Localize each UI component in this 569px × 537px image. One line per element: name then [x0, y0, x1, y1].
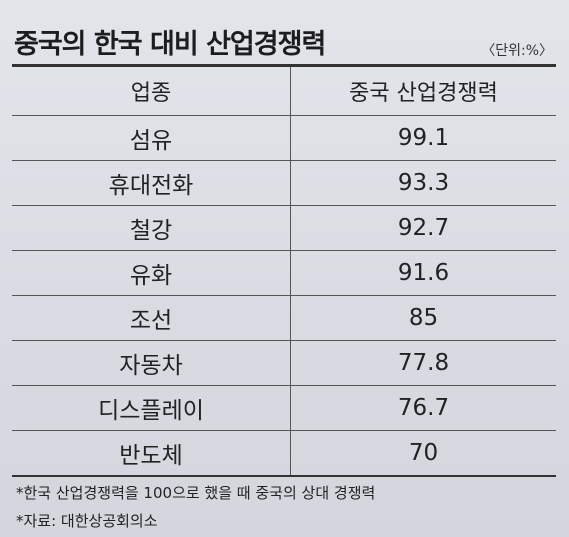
value-cell: 76.7 [290, 385, 556, 431]
table: 업종 중국 산업경쟁력 섬유 99.1 휴대전화 93.3 철강 92.7 유화 91.6 조선… [12, 67, 556, 477]
industry-cell: 철강 [12, 205, 291, 251]
table-row: 조선 85 [12, 295, 556, 341]
industry-cell: 반도체 [12, 430, 291, 477]
industry-cell: 조선 [12, 295, 291, 341]
value-cell: 93.3 [290, 160, 556, 206]
table-row: 자동차 77.8 [12, 340, 556, 386]
footnote: *한국 산업경쟁력을 100으로 했을 때 중국의 상대 경쟁력 [16, 484, 376, 502]
header-cell: 업종 [12, 67, 291, 116]
value-cell: 77.8 [290, 340, 556, 386]
header-row: 업종 중국 산업경쟁력 [12, 67, 556, 116]
value-cell: 91.6 [290, 250, 556, 296]
value-cell: 70 [290, 430, 556, 477]
table-body: 섬유 99.1 휴대전화 93.3 철강 92.7 유화 91.6 조선 85 자동차 77.8 디스플… [12, 115, 556, 477]
table-row: 섬유 99.1 [12, 115, 556, 161]
value-cell: 85 [290, 295, 556, 341]
table-row: 휴대전화 93.3 [12, 160, 556, 206]
industry-cell: 휴대전화 [12, 160, 291, 206]
header-cell: 중국 산업경쟁력 [290, 67, 556, 116]
value-cell: 99.1 [290, 115, 556, 161]
source: *자료: 대한상공회의소 [16, 512, 158, 530]
industry-cell: 섬유 [12, 115, 291, 161]
title: 중국의 한국 대비 산업경쟁력 [14, 29, 326, 60]
title-rule [12, 64, 556, 67]
table-row: 철강 92.7 [12, 205, 556, 251]
industry-cell: 유화 [12, 250, 291, 296]
table-row: 반도체 70 [12, 430, 556, 477]
value-cell: 92.7 [290, 205, 556, 251]
unit: 〈단위:%〉 [481, 43, 553, 59]
table-row: 디스플레이 76.7 [12, 385, 556, 431]
industry-cell: 자동차 [12, 340, 291, 386]
industry-cell: 디스플레이 [12, 385, 291, 431]
table-row: 유화 91.6 [12, 250, 556, 296]
